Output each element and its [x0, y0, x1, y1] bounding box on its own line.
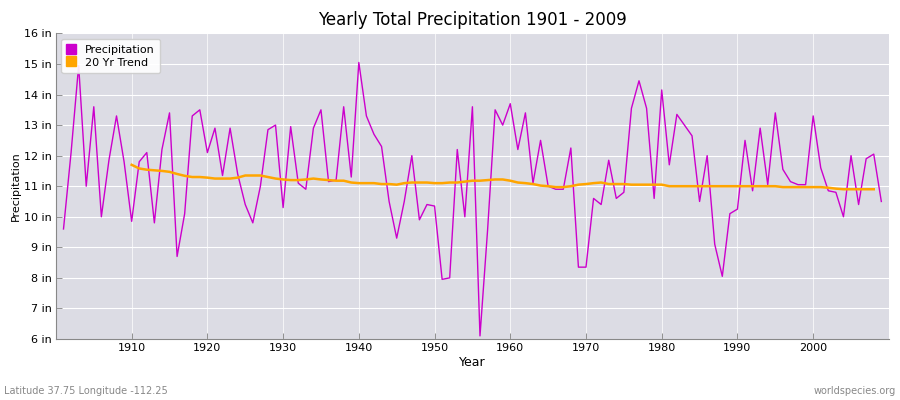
Precipitation: [611, 196, 622, 201]
20 Yr Trend: [868, 187, 879, 192]
Text: worldspecies.org: worldspecies.org: [814, 386, 896, 396]
20 Yr Trend: [498, 177, 508, 182]
20 Yr Trend: [301, 177, 311, 182]
Precipitation: [330, 178, 341, 182]
20 Yr Trend: [838, 187, 849, 192]
Legend: Precipitation, 20 Yr Trend: Precipitation, 20 Yr Trend: [61, 39, 160, 73]
Precipitation: [512, 147, 523, 152]
Precipitation: [474, 334, 485, 338]
Y-axis label: Precipitation: Precipitation: [11, 151, 21, 221]
20 Yr Trend: [520, 181, 531, 186]
Line: 20 Yr Trend: 20 Yr Trend: [131, 165, 874, 189]
Text: Latitude 37.75 Longitude -112.25: Latitude 37.75 Longitude -112.25: [4, 386, 168, 396]
Precipitation: [520, 110, 531, 115]
Line: Precipitation: Precipitation: [64, 62, 881, 336]
Precipitation: [354, 60, 364, 65]
20 Yr Trend: [709, 184, 720, 188]
Title: Yearly Total Precipitation 1901 - 2009: Yearly Total Precipitation 1901 - 2009: [318, 11, 626, 29]
20 Yr Trend: [354, 181, 364, 186]
Precipitation: [285, 124, 296, 129]
Precipitation: [119, 159, 130, 164]
20 Yr Trend: [323, 178, 334, 182]
X-axis label: Year: Year: [459, 356, 486, 369]
Precipitation: [58, 226, 69, 231]
Precipitation: [876, 199, 886, 204]
20 Yr Trend: [126, 162, 137, 167]
